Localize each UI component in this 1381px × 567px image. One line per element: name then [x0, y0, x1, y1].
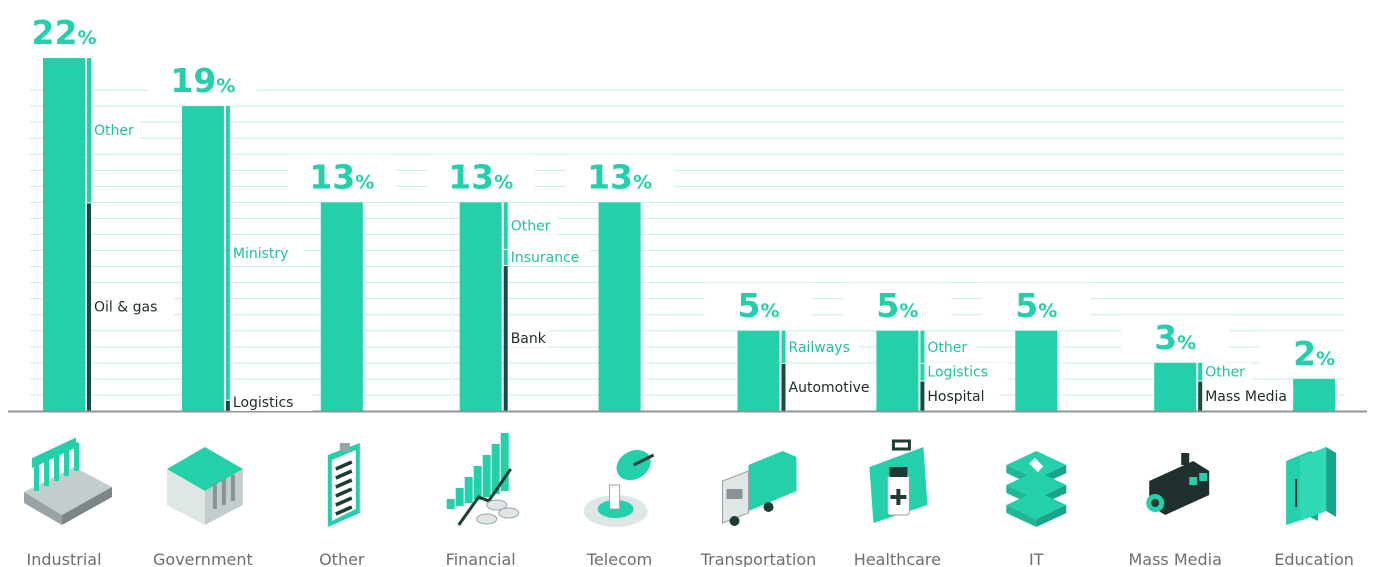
- segment-label: Other: [1205, 365, 1245, 381]
- bar: [876, 330, 919, 411]
- value-label-background: [1121, 314, 1230, 361]
- truck-icon: [722, 451, 797, 526]
- breakdown-segment: [503, 249, 508, 265]
- segment-label-background: [925, 362, 1008, 381]
- segment-label: Hospital: [927, 389, 984, 405]
- value-label-background: [148, 58, 257, 105]
- value-label-background: [287, 154, 396, 201]
- segment-label-background: [786, 377, 877, 396]
- segment-label-background: [92, 297, 174, 316]
- chart-labels: 22% Other Oil & gas Industrial 19% Ministry Lo…: [10, 10, 1369, 567]
- category-label: Education: [1274, 550, 1354, 567]
- segment-label-background: [230, 393, 313, 411]
- segment-label: Logistics: [927, 365, 988, 381]
- segment-label-background: [1203, 386, 1294, 405]
- segment-label-background: [92, 121, 141, 140]
- government-building-icon: [166, 447, 243, 525]
- financial-growth-icon: [446, 433, 520, 526]
- value-label-background: [982, 282, 1091, 329]
- breakdown-segment: [225, 106, 230, 400]
- category-label: Other: [319, 550, 365, 567]
- segment-label: Railways: [789, 340, 850, 356]
- value-label-background: [10, 10, 118, 56]
- first-aid-kit-icon: [869, 439, 928, 523]
- segment-label: Ministry: [233, 246, 289, 262]
- segment-label: Mass Media: [1205, 389, 1287, 405]
- clipboard-icon: [327, 443, 360, 527]
- segment-label-background: [786, 337, 861, 356]
- value-label-background: [1260, 330, 1369, 377]
- segment-label-background: [508, 216, 558, 235]
- category-label: Telecom: [586, 550, 652, 567]
- category-label: Transportation: [700, 550, 817, 567]
- video-camera-icon: [1146, 453, 1210, 515]
- category-label: Industrial: [26, 550, 101, 567]
- bar: [459, 202, 502, 411]
- bar: [43, 58, 85, 411]
- segment-label: Other: [94, 123, 134, 139]
- value-label: 19%: [170, 61, 235, 100]
- segment-label: Bank: [511, 331, 547, 347]
- segment-label-background: [925, 337, 975, 356]
- segment-label-background: [925, 386, 999, 405]
- bar: [181, 106, 224, 412]
- bar: [598, 202, 641, 411]
- bars: [43, 58, 1336, 412]
- value-label-background: [704, 282, 813, 329]
- breakdown-segment: [87, 58, 91, 203]
- value-label-background: [565, 154, 674, 201]
- bar: [1154, 362, 1197, 411]
- bar: [1015, 330, 1058, 411]
- segment-label: Other: [511, 219, 551, 235]
- value-label: 2%: [1293, 334, 1335, 373]
- segment-label-background: [508, 328, 550, 347]
- value-label: 3%: [1154, 318, 1196, 357]
- value-label: 13%: [309, 157, 374, 196]
- breakdown-segment: [920, 363, 925, 381]
- breakdown-segment: [87, 203, 91, 411]
- breakdown-segment: [1198, 362, 1203, 381]
- gridlines: [30, 89, 1345, 396]
- segment-label-background: [1203, 362, 1253, 381]
- value-label: 5%: [876, 286, 918, 325]
- breakdown-segment: [781, 363, 786, 411]
- bar: [737, 330, 780, 411]
- breakdown-segment: [225, 400, 230, 411]
- bar: [320, 202, 363, 411]
- category-label: Government: [153, 550, 253, 567]
- segment-label: Automotive: [789, 380, 870, 396]
- value-label: 22%: [32, 13, 97, 52]
- segment-label-background: [230, 243, 305, 262]
- category-label: Healthcare: [854, 550, 941, 567]
- segment-label: Oil & gas: [94, 300, 157, 316]
- breakdown-segment: [503, 265, 508, 411]
- breakdown-segment: [920, 330, 925, 363]
- books-icon: [1286, 447, 1337, 525]
- server-icon: [1006, 451, 1067, 527]
- segment-label-background: [508, 247, 591, 266]
- breakdown-segment: [781, 330, 786, 363]
- value-label: 5%: [1015, 286, 1057, 325]
- category-label: Mass Media: [1128, 550, 1221, 567]
- value-label-background: [426, 154, 535, 201]
- value-label: 5%: [737, 286, 779, 325]
- bar: [1293, 378, 1336, 411]
- value-label: 13%: [587, 157, 652, 196]
- breakdown-segment: [503, 202, 508, 249]
- category-label: IT: [1029, 550, 1044, 567]
- category-icons: [24, 433, 1337, 527]
- satellite-dish-icon: [583, 449, 655, 527]
- segment-label: Logistics: [233, 395, 294, 411]
- value-label-background: [843, 282, 952, 329]
- value-label: 13%: [448, 157, 513, 196]
- segment-label: Insurance: [511, 250, 580, 266]
- breakdown-segment: [1198, 381, 1203, 411]
- breakdown-segment: [920, 381, 925, 411]
- factory-icon: [24, 437, 112, 525]
- category-label: Financial: [446, 550, 516, 567]
- segment-label: Other: [927, 340, 967, 356]
